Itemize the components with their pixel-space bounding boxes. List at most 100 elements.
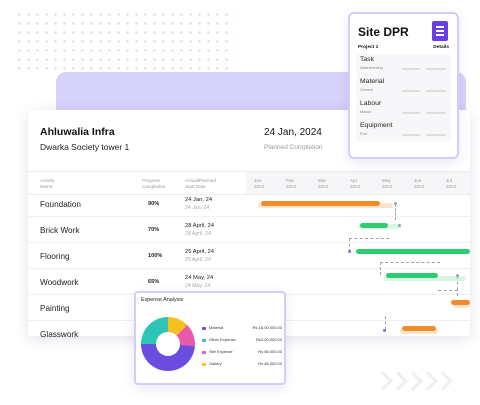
dependency-dot bbox=[348, 250, 351, 253]
legend-label: Gallery bbox=[209, 361, 222, 366]
table-header: Activity Name Progress Completion Actual/P… bbox=[28, 171, 470, 195]
gantt-bar-flooring[interactable] bbox=[356, 249, 470, 254]
gantt-bar-painting[interactable] bbox=[451, 300, 470, 305]
completion-date: 24 Jan, 2024 bbox=[264, 127, 322, 138]
company-name: Ahluwalia Infra bbox=[40, 126, 115, 138]
placeholder-bar bbox=[402, 134, 420, 136]
activity-name: Painting bbox=[40, 304, 70, 313]
legend-value: Rs 18,00,000.00 bbox=[252, 325, 282, 330]
dpr-section-task[interactable]: Task Waterfronting bbox=[356, 54, 451, 76]
expense-donut-chart bbox=[141, 317, 195, 371]
dpr-details-link[interactable]: Details bbox=[433, 45, 449, 50]
table-row[interactable]: Foundation 90% 24 Jan, 24 24 Jan, 24 bbox=[28, 191, 246, 217]
section-title: Equipment bbox=[360, 122, 393, 129]
site-dpr-card[interactable]: Site DPR Project 1 Details Task Waterfro… bbox=[348, 12, 459, 159]
section-title: Labour bbox=[360, 100, 382, 107]
progress-value: 100% bbox=[148, 253, 163, 259]
dependency-dot bbox=[456, 274, 459, 277]
project-name: Dwarka Society tower 1 bbox=[40, 142, 130, 152]
dpr-section-labour[interactable]: Labour Mason bbox=[356, 98, 451, 120]
dependency-connector bbox=[395, 204, 396, 220]
activity-name: Woodwork bbox=[40, 278, 79, 287]
dependency-dot bbox=[398, 224, 401, 227]
col-dates: Actual/Planned Start Date bbox=[185, 178, 216, 189]
dpr-section-material[interactable]: Material Cement bbox=[356, 76, 451, 98]
gantt-bar-brick-work[interactable] bbox=[360, 223, 388, 228]
legend-value: Rs3,00,000.00 bbox=[255, 337, 282, 342]
dependency-connector bbox=[349, 238, 350, 252]
legend-item-site-expense: Site Expense Rs 68,000.00 bbox=[202, 349, 282, 356]
dpr-project: Project 1 bbox=[358, 45, 379, 50]
legend-label: Site Expense bbox=[209, 349, 233, 354]
month-feb: Feb 2024 bbox=[286, 178, 297, 189]
col-progress: Progress Completion bbox=[142, 178, 166, 189]
dependency-connector bbox=[380, 262, 381, 275]
legend-value: Rs 48,000.00 bbox=[258, 361, 282, 366]
placeholder-bar bbox=[426, 90, 446, 92]
activity-name: Glasswork bbox=[40, 330, 79, 339]
actual-date: 25 April, 24 bbox=[185, 249, 215, 255]
placeholder-bar bbox=[426, 134, 446, 136]
legend-swatch bbox=[202, 338, 206, 342]
actual-date: 24 Jan, 24 bbox=[185, 197, 213, 203]
activity-name: Flooring bbox=[40, 252, 70, 261]
month-mar: Mar 2024 bbox=[318, 178, 329, 189]
gantt-planned-bar bbox=[384, 276, 466, 281]
gantt-divider bbox=[246, 268, 470, 269]
dependency-connector bbox=[349, 238, 389, 239]
progress-value: 70% bbox=[148, 227, 160, 233]
gantt-bar-foundation[interactable] bbox=[261, 201, 380, 206]
dependency-connector bbox=[385, 316, 386, 330]
legend-item-other-expense: Other Expense Rs3,00,000.00 bbox=[202, 337, 282, 344]
legend-swatch bbox=[202, 326, 206, 330]
dependency-dot bbox=[394, 202, 397, 205]
document-icon bbox=[432, 21, 448, 41]
placeholder-bar bbox=[402, 68, 420, 70]
section-subtitle: Waterfronting bbox=[360, 66, 383, 70]
dependency-dot bbox=[383, 329, 386, 332]
table-row[interactable]: Glasswork bbox=[28, 321, 246, 347]
month-jan: Jan 2024 bbox=[254, 178, 265, 189]
month-apr: Apr 2024 bbox=[350, 178, 361, 189]
gantt-divider bbox=[246, 242, 470, 243]
gantt-divider bbox=[246, 320, 470, 321]
dpr-section-equipment[interactable]: Equipment Fuel bbox=[356, 120, 451, 142]
legend-item-material: Material Rs 18,00,000.00 bbox=[202, 325, 282, 332]
actual-date: 24 May, 24 bbox=[185, 275, 214, 281]
planned-date: 24 Jan, 24 bbox=[185, 205, 210, 211]
activity-name: Brick Work bbox=[40, 226, 80, 235]
dot-grid-decoration bbox=[15, 10, 235, 70]
legend-swatch bbox=[202, 350, 206, 354]
section-title: Material bbox=[360, 78, 385, 85]
col-activity: Activity Name bbox=[40, 178, 55, 189]
table-row[interactable]: Flooring 100% 25 April, 24 25 April, 24 bbox=[28, 243, 246, 269]
placeholder-bar bbox=[402, 90, 420, 92]
chevron-decoration-icon bbox=[373, 371, 453, 391]
placeholder-bar bbox=[426, 112, 446, 114]
progress-value: 90% bbox=[148, 201, 160, 207]
legend-value: Rs 68,000.00 bbox=[258, 349, 282, 354]
planned-date: 25 April, 24 bbox=[185, 257, 211, 263]
month-may: May 2024 bbox=[382, 178, 393, 189]
section-title: Task bbox=[360, 56, 374, 63]
legend-label: Material bbox=[209, 325, 224, 330]
gantt-divider bbox=[246, 294, 470, 295]
legend-swatch bbox=[202, 362, 206, 366]
dpr-title: Site DPR bbox=[358, 25, 409, 39]
gantt-bar-glasswork[interactable] bbox=[402, 326, 436, 331]
gantt-planned-bar bbox=[453, 303, 470, 308]
dependency-connector bbox=[438, 290, 458, 291]
gantt-month-header: Jan 2024 Feb 2024 Mar 2024 Apr 2024 May 2024 … bbox=[246, 172, 470, 194]
section-subtitle: Fuel bbox=[360, 132, 368, 136]
expense-title: Expense Analysis bbox=[141, 297, 184, 303]
activity-name: Foundation bbox=[40, 200, 81, 209]
dependency-connector bbox=[457, 276, 458, 296]
gantt-bar-woodwork[interactable] bbox=[386, 273, 438, 278]
planned-date: 28 April, 24 bbox=[185, 231, 211, 237]
table-row[interactable]: Brick Work 70% 28 April, 24 28 April, 24 bbox=[28, 217, 246, 243]
planned-date: 24 May, 24 bbox=[185, 283, 211, 289]
gantt-divider bbox=[246, 216, 470, 217]
expense-analysis-card[interactable]: Expense Analysis Material Rs 18,00,000.0… bbox=[134, 291, 286, 385]
dependency-connector bbox=[380, 262, 440, 263]
placeholder-bar bbox=[402, 112, 420, 114]
